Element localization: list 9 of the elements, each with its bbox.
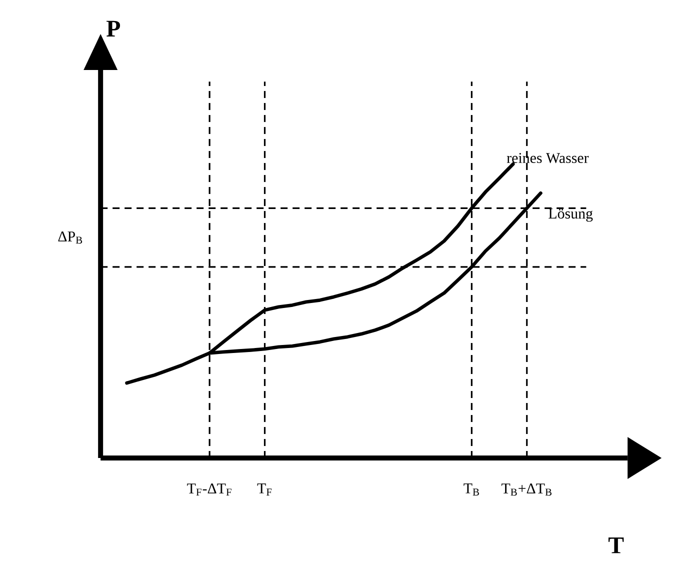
series-label: Lösung [548,208,593,222]
text: ΔP$_{B}$ [58,232,82,244]
x-tick-label: T$_{F}$-ΔT$_{F}$ [187,484,232,496]
x-tick-label: T$_{B}$ [464,484,479,496]
text: P [106,20,120,36]
x-axis-title: T [608,538,624,554]
x-tick-label: T$_{F}$ [257,484,272,496]
x-tick-label: T$_{B}$+ΔT$_{B}$ [502,484,552,496]
series-label: reines Wasser [506,153,589,164]
